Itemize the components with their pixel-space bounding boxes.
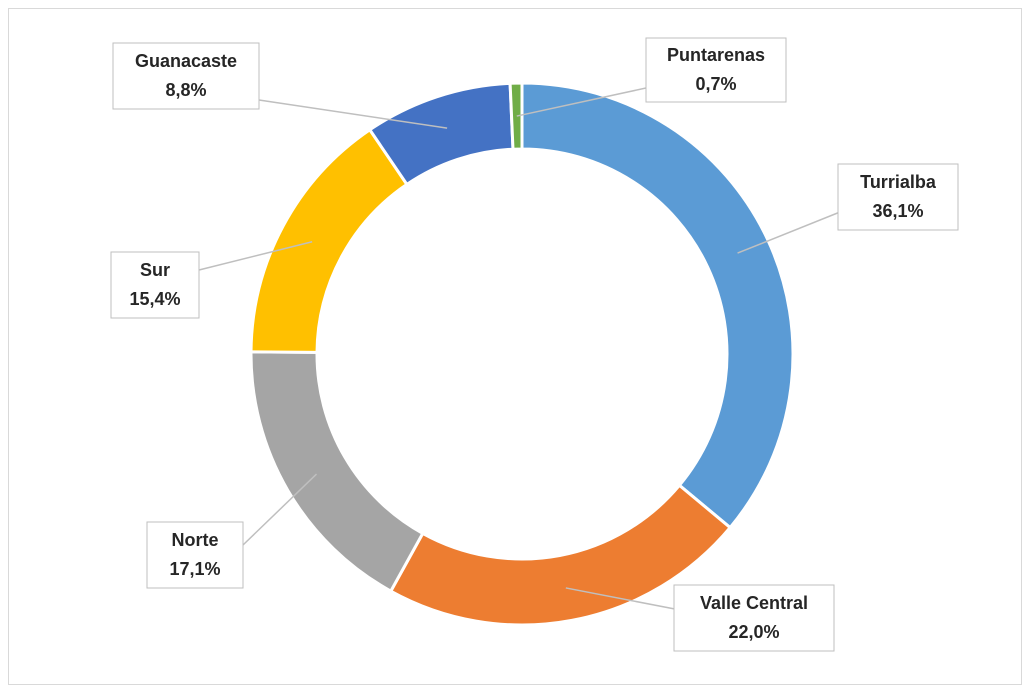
leader-line — [258, 99, 448, 129]
label-box — [146, 521, 244, 589]
label-box — [837, 163, 959, 231]
leader-line — [565, 587, 681, 611]
label-box — [645, 37, 787, 103]
slice-value-label: 8,8% — [165, 80, 206, 100]
slice-name: Guanacaste — [135, 51, 237, 71]
leader-line — [737, 211, 841, 254]
label-box — [110, 251, 200, 319]
leader-line — [516, 87, 647, 117]
leader-line — [198, 241, 313, 271]
slice-value-label: 36,1% — [872, 201, 923, 221]
slice-value-label: 0,7% — [695, 74, 736, 94]
slice-name: Norte — [171, 530, 218, 550]
slice-value-label: 15,4% — [129, 289, 180, 309]
donut-slice — [508, 81, 524, 151]
slice-name: Puntarenas — [667, 45, 765, 65]
slice-value-label: 17,1% — [169, 559, 220, 579]
slice-value-label: 22,0% — [728, 622, 779, 642]
slice-name: Sur — [140, 260, 170, 280]
label-box — [673, 584, 835, 652]
slice-name: Valle Central — [700, 593, 808, 613]
label-box — [112, 42, 260, 110]
slice-name: Turrialba — [860, 172, 937, 192]
leader-line — [242, 473, 318, 546]
donut-slice — [520, 81, 795, 530]
